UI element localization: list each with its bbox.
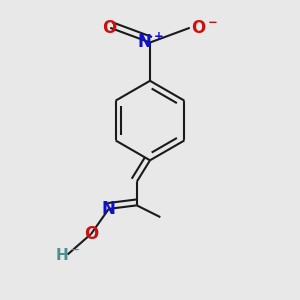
Text: $\mathregular{O^-}$: $\mathregular{O^-}$ — [191, 19, 218, 37]
Text: O: O — [84, 225, 98, 243]
Text: O: O — [102, 19, 116, 37]
Text: $\mathregular{N^+}$: $\mathregular{N^+}$ — [136, 33, 164, 52]
Text: N: N — [102, 200, 116, 218]
Text: $\mathregular{H^-}$: $\mathregular{H^-}$ — [55, 247, 80, 262]
